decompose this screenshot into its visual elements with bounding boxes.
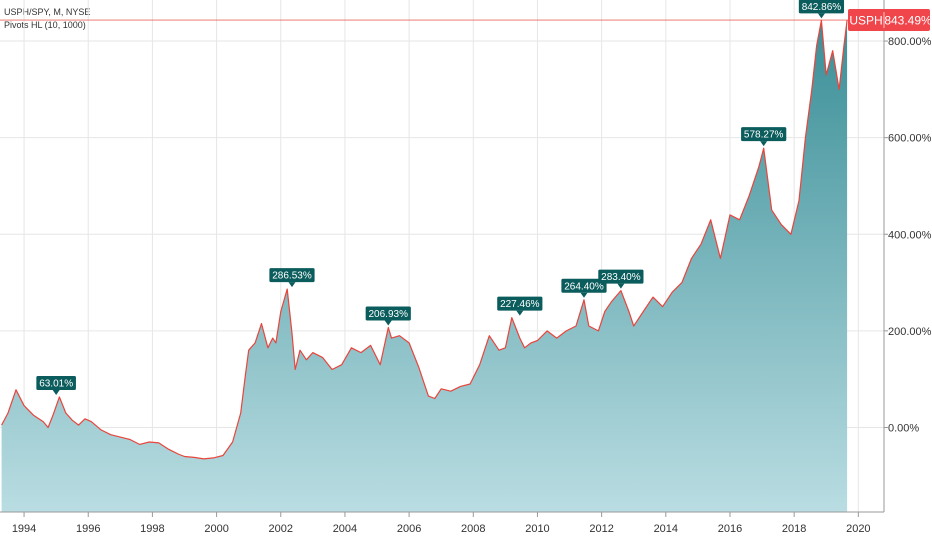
- pivot-label-pointer: [52, 390, 60, 396]
- pivot-label-pointer: [817, 13, 825, 19]
- pivot-labels: 63.01% 286.53% 206.93% 227.46% 264.40%283.40…: [36, 0, 845, 396]
- last-value-badge: USPH 843.49%: [848, 9, 932, 32]
- pivot-label-text: 206.93%: [369, 309, 409, 320]
- badge-symbol: USPH: [849, 14, 882, 28]
- y-tick-label: 0.00%: [888, 422, 919, 434]
- chart-legend: USPH/SPY, M, NYSE Pivots HL (10, 1000): [4, 6, 90, 32]
- pivot-label-pointer: [516, 310, 524, 316]
- y-tick-label: 800.00%: [888, 36, 932, 48]
- area-fill: [1, 20, 848, 512]
- pivot-label-box: [561, 278, 607, 293]
- x-tick-label: 2010: [525, 523, 549, 535]
- x-tick-label: 2018: [782, 523, 806, 535]
- x-tick-label: 2012: [589, 523, 613, 535]
- pivot-label-pointer: [760, 141, 768, 147]
- pivot-label-text: 578.27%: [744, 130, 784, 141]
- last-value-badge-bg: [848, 9, 930, 32]
- pivot-label-box: [497, 296, 543, 311]
- x-tick-label: 2014: [654, 523, 678, 535]
- x-tick-label: 2008: [461, 523, 485, 535]
- x-tick-label: 1998: [140, 523, 164, 535]
- pivot-label-text: 227.46%: [500, 299, 540, 310]
- y-tick-label: 200.00%: [888, 326, 932, 338]
- y-tick-label: 600.00%: [888, 133, 932, 145]
- pivot-label-box: [798, 0, 845, 14]
- x-tick-label: 2002: [269, 523, 293, 535]
- legend-symbol-line: USPH/SPY, M, NYSE: [4, 7, 91, 17]
- pivot-label-pointer: [580, 292, 588, 298]
- pivot-label-text: 283.40%: [601, 272, 641, 283]
- pivot-label-box: [36, 376, 76, 391]
- x-tick-label: 1996: [76, 523, 100, 535]
- pivot-label-box: [269, 268, 315, 283]
- pivot-label-text: 286.53%: [272, 271, 312, 282]
- x-tick-label: 2000: [204, 523, 228, 535]
- pivot-label-pointer: [617, 283, 625, 289]
- x-tick-label: 2020: [846, 523, 870, 535]
- y-tick-label: 400.00%: [888, 229, 932, 241]
- pivot-label-box: [365, 306, 411, 321]
- pivot-label-box: [598, 269, 644, 284]
- x-tick-label: 2006: [397, 523, 421, 535]
- pivot-label-pointer: [384, 320, 392, 326]
- x-tick-label: 2016: [718, 523, 742, 535]
- pivot-label-box: [741, 127, 787, 142]
- pivot-label-pointer: [288, 282, 296, 288]
- badge-value: 843.49%: [884, 14, 932, 28]
- axes: 1994 1996 1998 2000 2002 2004 2006 2008 2010 2012…: [0, 0, 932, 535]
- series-line: [1, 19, 848, 460]
- pivot-label-text: 264.40%: [564, 281, 604, 292]
- area-series: [0, 19, 884, 512]
- x-tick-label: 2004: [333, 523, 357, 535]
- pivot-label-text: 63.01%: [39, 379, 73, 390]
- pivot-label-text: 842.86%: [802, 2, 842, 13]
- legend-indicator-line: Pivots HL (10, 1000): [4, 20, 86, 30]
- x-tick-label: 1994: [12, 523, 36, 535]
